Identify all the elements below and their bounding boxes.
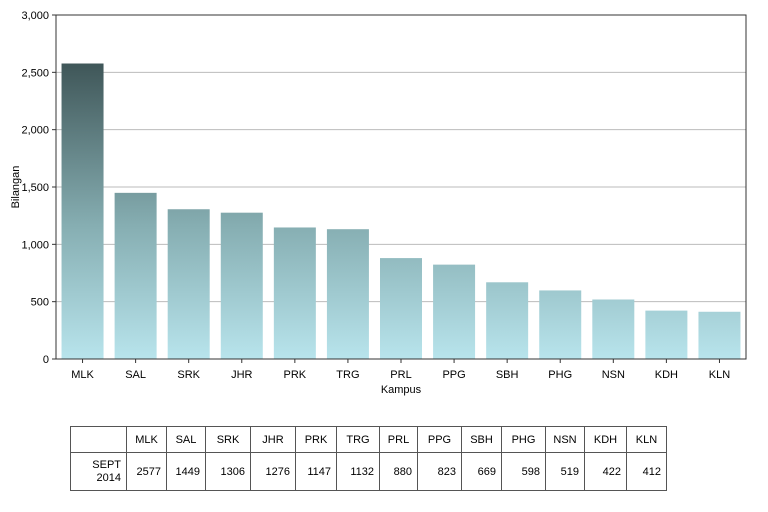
y-axis-ticks: 0 500 1,000 1,500 2,000 2,500 3,000 — [21, 10, 56, 366]
bar-srk — [167, 209, 210, 359]
x-tick-label: SBH — [496, 369, 519, 381]
x-axis-label: Kampus — [381, 384, 422, 396]
table-cell-nsn: 519 — [545, 452, 585, 491]
row-label-line2: 2014 — [96, 471, 121, 484]
y-axis-label: Bilangan — [10, 166, 22, 209]
x-tick-label: SRK — [177, 369, 200, 381]
table-header-prk: PRK — [295, 426, 337, 453]
table-corner-cell — [70, 426, 127, 453]
table-header-srk: SRK — [205, 426, 251, 453]
x-tick-label: JHR — [231, 369, 252, 381]
table-row-label: SEPT 2014 — [70, 452, 127, 491]
x-tick-label: PHG — [548, 369, 572, 381]
x-tick-label: PRL — [390, 369, 411, 381]
bar-kln — [698, 311, 741, 359]
table-header-kln: KLN — [626, 426, 667, 453]
table-header-phg: PHG — [501, 426, 546, 453]
bar-sbh — [486, 282, 529, 359]
bars — [61, 63, 741, 360]
y-tick-label: 1,000 — [21, 239, 49, 251]
table-header-row: MLK SAL SRK JHR PRK TRG PRL PPG SBH PHG NSN KDH KLN — [70, 426, 667, 453]
bar-mlk — [61, 63, 104, 360]
table-cell-mlk: 2577 — [126, 452, 167, 491]
bar-prl — [380, 258, 422, 359]
y-tick-label: 1,500 — [21, 182, 49, 194]
table-header-jhr: JHR — [250, 426, 296, 453]
y-tick-label: 0 — [43, 354, 49, 366]
y-tick-label: 500 — [31, 297, 49, 309]
table-header-kdh: KDH — [584, 426, 627, 453]
x-tick-label: TRG — [336, 369, 359, 381]
table-cell-prl: 880 — [379, 452, 418, 491]
row-label-line1: SEPT — [92, 458, 121, 471]
table-header-ppg: PPG — [417, 426, 462, 453]
y-tick-label: 3,000 — [21, 10, 49, 22]
x-tick-label: MLK — [71, 369, 94, 381]
table-cell-kdh: 422 — [584, 452, 627, 491]
bar-nsn — [592, 299, 635, 359]
table-cell-trg: 1132 — [336, 452, 380, 491]
table-cell-jhr: 1276 — [250, 452, 296, 491]
table-cell-sal: 1449 — [166, 452, 206, 491]
x-tick-label: NSN — [602, 369, 625, 381]
table-cell-prk: 1147 — [295, 452, 337, 491]
x-tick-label: SAL — [125, 369, 146, 381]
x-tick-label: KDH — [655, 369, 678, 381]
table-cell-phg: 598 — [501, 452, 546, 491]
x-tick-label: KLN — [709, 369, 730, 381]
table-row: SEPT 2014 2577 1449 1306 1276 1147 1132 880 823 6… — [70, 452, 667, 491]
x-tick-label: PPG — [442, 369, 465, 381]
table-header-nsn: NSN — [545, 426, 585, 453]
bar-prk — [273, 227, 316, 359]
table-cell-sbh: 669 — [461, 452, 502, 491]
bar-chart: 0 500 1,000 1,500 2,000 2,500 3,000 MLK SAL SRK J… — [10, 10, 747, 396]
table-header-trg: TRG — [336, 426, 380, 453]
table-cell-srk: 1306 — [205, 452, 251, 491]
table-header-sal: SAL — [166, 426, 206, 453]
bar-sal — [114, 192, 157, 359]
bar-ppg — [433, 264, 476, 359]
table-header-mlk: MLK — [126, 426, 167, 453]
bar-phg — [539, 290, 582, 359]
table-cell-ppg: 823 — [417, 452, 462, 491]
bar-trg — [326, 229, 369, 359]
bar-kdh — [645, 310, 688, 359]
x-tick-label: PRK — [284, 369, 307, 381]
y-tick-label: 2,500 — [21, 67, 49, 79]
y-tick-label: 2,000 — [21, 125, 49, 137]
bar-jhr — [220, 212, 263, 359]
x-axis-ticks: MLK SAL SRK JHR PRK TRG PRL PPG SBH PHG NSN KDH KLN — [71, 359, 730, 381]
table-header-prl: PRL — [379, 426, 418, 453]
table-cell-kln: 412 — [626, 452, 667, 491]
data-table: MLK SAL SRK JHR PRK TRG PRL PPG SBH PHG NSN KDH KLN … — [70, 426, 667, 491]
table-header-sbh: SBH — [461, 426, 502, 453]
